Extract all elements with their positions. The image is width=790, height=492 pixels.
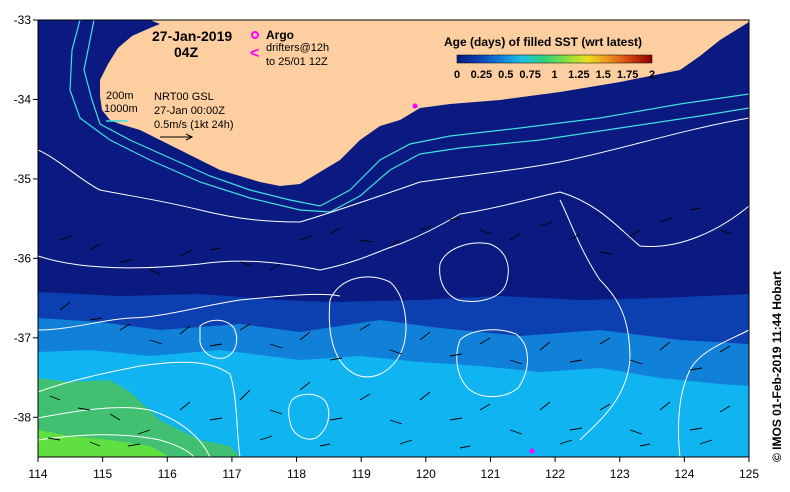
colorbar-tick-label: 1 <box>551 69 557 81</box>
currents-scale: 0.5m/s (1kt 24h) <box>154 119 233 131</box>
y-tick-label: -37 <box>14 331 32 345</box>
plot-frame <box>37 19 750 458</box>
credit-text: © IMOS 01-Feb-2019 11:44 Hobart <box>770 271 784 462</box>
argo-legend-label: Argo <box>266 28 294 42</box>
colorbar-tick-label: 2 <box>649 69 655 81</box>
y-tick-label: -38 <box>14 410 32 424</box>
x-tick-label: 118 <box>287 467 306 481</box>
map-time: 04Z <box>174 44 199 60</box>
currents-time: 27-Jan 00:00Z <box>154 105 225 117</box>
x-tick-label: 122 <box>545 467 565 481</box>
map-date: 27-Jan-2019 <box>152 28 232 44</box>
x-tick-label: 114 <box>28 467 47 481</box>
colorbar-tick-label: 1.25 <box>568 69 589 81</box>
ocean-band-age-high <box>38 350 749 457</box>
colorbar-tick-label: 0.5 <box>498 69 513 81</box>
sst-contours <box>38 117 749 457</box>
argo-legend-icon <box>251 31 259 39</box>
isobath-1000m <box>69 20 749 213</box>
argo-float-marker <box>529 448 535 454</box>
isobath-200m <box>83 20 749 207</box>
colorbar-tick-label: 1.75 <box>617 69 638 81</box>
x-tick-label: 119 <box>352 467 371 481</box>
y-tick-label: -35 <box>14 172 32 186</box>
y-axis-ticks: -33 -34 -35 -36 -37 -38 <box>14 13 38 424</box>
x-tick-label: 124 <box>674 467 694 481</box>
y-tick-label: -34 <box>14 92 32 106</box>
x-tick-label: 116 <box>158 467 177 481</box>
colorbar-tick-label: 0 <box>454 69 460 81</box>
argo-float-marker <box>412 103 418 109</box>
colorbar-title: Age (days) of filled SST (wrt latest) <box>444 35 642 49</box>
current-vectors <box>47 207 733 449</box>
y-tick-label: -33 <box>14 13 32 27</box>
colorbar-tick-label: 1.5 <box>596 69 611 81</box>
drifter-legend-line1: drifters@12h <box>266 42 329 54</box>
colorbar-tick-label: 0.25 <box>471 69 492 81</box>
arrow-right-icon <box>160 133 194 141</box>
colorbar-ticks: 0 0.25 0.5 0.75 1 1.25 1.5 1.75 2 <box>454 69 655 81</box>
x-tick-label: 121 <box>480 467 500 481</box>
currents-source: NRT00 GSL <box>154 91 214 103</box>
x-tick-label: 117 <box>222 467 241 481</box>
x-tick-label: 120 <box>416 467 436 481</box>
drifter-legend-icon: < <box>250 45 259 62</box>
x-axis-ticks: 114 115 116 117 118 119 120 121 122 123 124 125 <box>28 457 759 481</box>
y-tick-label: -36 <box>14 251 32 265</box>
ocean-band-age-green <box>38 378 240 457</box>
colorbar-tick-label: 0.75 <box>519 69 540 81</box>
x-tick-label: 115 <box>93 467 112 481</box>
x-tick-label: 123 <box>610 467 630 481</box>
x-tick-label: 125 <box>739 467 759 481</box>
plot-area <box>38 20 749 457</box>
drifter-legend-line2: to 25/01 12Z <box>266 56 328 68</box>
isobath-label-200m: 200m <box>106 90 134 102</box>
colorbar <box>456 54 653 64</box>
isobath-label-1000m: 1000m <box>104 103 138 115</box>
